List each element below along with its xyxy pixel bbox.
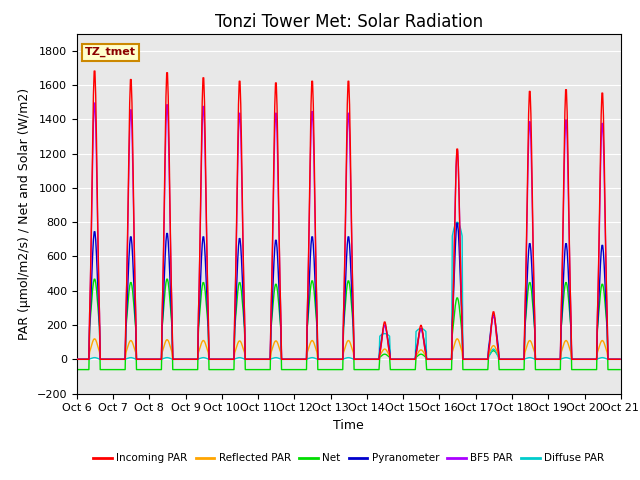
Incoming PAR <box>91 68 99 74</box>
Y-axis label: PAR (μmol/m2/s) / Net and Solar (W/m2): PAR (μmol/m2/s) / Net and Solar (W/m2) <box>18 87 31 340</box>
Line: BF5 PAR: BF5 PAR <box>77 103 620 360</box>
Net <box>415 352 423 358</box>
Reflected PAR <box>223 357 231 362</box>
Pyranometer <box>139 357 147 362</box>
Diffuse PAR <box>139 357 147 362</box>
Incoming PAR <box>415 330 423 336</box>
Net <box>616 367 624 372</box>
Reflected PAR <box>73 357 81 362</box>
Incoming PAR <box>616 357 624 362</box>
Diffuse PAR <box>415 326 422 332</box>
Diffuse PAR <box>83 357 90 362</box>
Line: Reflected PAR: Reflected PAR <box>77 339 620 360</box>
Pyranometer <box>616 357 624 362</box>
Incoming PAR <box>140 357 147 362</box>
Diffuse PAR <box>73 357 81 362</box>
Net <box>431 367 439 372</box>
Incoming PAR <box>195 312 202 317</box>
Pyranometer <box>73 357 81 362</box>
Title: Tonzi Tower Met: Solar Radiation: Tonzi Tower Met: Solar Radiation <box>215 12 483 31</box>
Pyranometer <box>194 357 202 362</box>
Line: Diffuse PAR: Diffuse PAR <box>77 222 620 360</box>
Diffuse PAR <box>453 219 461 225</box>
X-axis label: Time: Time <box>333 419 364 432</box>
BF5 PAR <box>195 311 202 317</box>
Reflected PAR <box>140 357 147 362</box>
BF5 PAR <box>415 333 423 338</box>
BF5 PAR <box>83 357 90 362</box>
Diffuse PAR <box>616 357 624 362</box>
Line: Net: Net <box>77 279 620 370</box>
Pyranometer <box>83 357 90 362</box>
Diffuse PAR <box>430 357 438 362</box>
BF5 PAR <box>140 357 147 362</box>
BF5 PAR <box>223 357 231 362</box>
Incoming PAR <box>83 357 90 362</box>
Reflected PAR <box>616 357 624 362</box>
Reflected PAR <box>415 348 423 354</box>
Legend: Incoming PAR, Reflected PAR, Net, Pyranometer, BF5 PAR, Diffuse PAR: Incoming PAR, Reflected PAR, Net, Pyrano… <box>89 449 609 468</box>
Pyranometer <box>454 220 461 226</box>
Reflected PAR <box>431 357 439 362</box>
Reflected PAR <box>195 350 202 356</box>
Net <box>140 367 147 372</box>
Text: TZ_tmet: TZ_tmet <box>85 47 136 58</box>
Net <box>223 367 231 372</box>
Net <box>91 276 99 282</box>
Pyranometer <box>415 336 422 341</box>
Line: Pyranometer: Pyranometer <box>77 223 620 360</box>
Diffuse PAR <box>223 357 230 362</box>
Diffuse PAR <box>194 357 202 362</box>
BF5 PAR <box>431 357 439 362</box>
Pyranometer <box>430 357 438 362</box>
Net <box>83 367 90 372</box>
Net <box>195 325 202 331</box>
Incoming PAR <box>223 357 231 362</box>
BF5 PAR <box>91 100 99 106</box>
Incoming PAR <box>73 357 81 362</box>
BF5 PAR <box>73 357 81 362</box>
Reflected PAR <box>90 336 98 342</box>
Net <box>73 367 81 372</box>
BF5 PAR <box>616 357 624 362</box>
Incoming PAR <box>431 357 439 362</box>
Reflected PAR <box>83 357 90 362</box>
Line: Incoming PAR: Incoming PAR <box>77 71 620 360</box>
Pyranometer <box>223 357 230 362</box>
